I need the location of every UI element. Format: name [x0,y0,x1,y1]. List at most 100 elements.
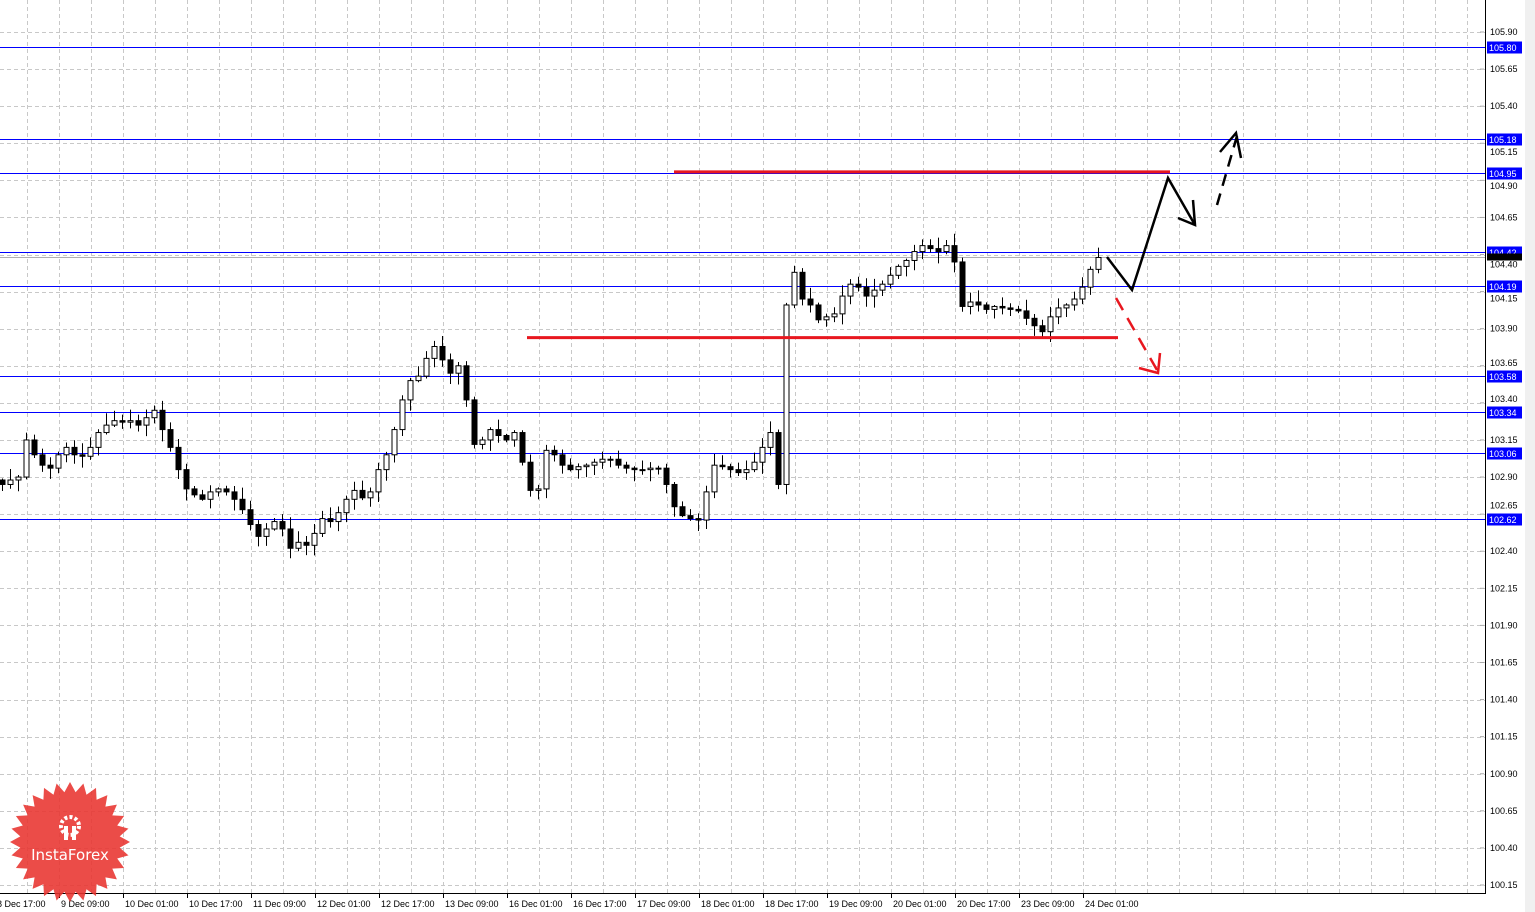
time-tick-label: 11 Dec 09:00 [253,899,306,909]
candle-bear [623,464,630,469]
level-label: 103.34 [1489,408,1517,418]
price-tick-label: 103.15 [1490,435,1518,445]
candle-bear [231,491,238,500]
price-tick-label: 103.40 [1490,394,1518,404]
price-tick-label: 102.40 [1490,546,1518,556]
level-label-bg [1487,133,1522,146]
candle-bull [23,439,30,478]
candle-bull [743,469,750,474]
candle-bear [223,488,230,493]
level-label: 104.19 [1489,282,1517,292]
candle-bear [863,286,870,297]
level-label-bg [1487,280,1522,293]
candle-bull [151,409,158,419]
candle-bull [415,375,422,382]
candle-bear [671,483,678,508]
price-tick-label: 103.90 [1490,324,1518,334]
candle-bull [7,479,14,485]
price-tick-label: 105.40 [1490,101,1518,111]
level-label-bg [1487,370,1522,383]
time-tick-label: 16 Dec 17:00 [573,899,627,909]
price-tick-label: 102.90 [1490,472,1518,482]
candle-bull [391,429,398,456]
candle-bear [79,454,86,457]
candle-bear [687,515,694,520]
candle-bull [1079,286,1086,300]
candle-bull [871,289,878,297]
right-margin [1525,0,1535,912]
candle-bull [847,283,854,297]
price-tick-label: 100.15 [1490,880,1518,890]
candle-bear [807,298,814,306]
candle-bull [271,521,278,530]
forecast-path-up [1106,174,1197,293]
candle-bear [855,283,862,288]
candle-bull [383,454,390,471]
time-tick-label: 9 Dec 09:00 [61,899,110,909]
candle-bear [695,518,702,521]
time-tick-label: 8 Dec 17:00 [0,899,46,909]
candle-bear [247,509,254,526]
candle-bull [319,518,326,534]
candle-bear [935,248,942,253]
gear-icon [59,815,81,840]
candle-bull [783,304,790,485]
candle-bull [767,432,774,448]
candle-bear [551,449,558,456]
candle-bear [191,488,198,496]
candle-bear [527,461,534,491]
candle-bull [343,498,350,514]
candle-bear [815,304,822,321]
candle-bear [495,429,502,437]
current-price-marker [1487,253,1522,261]
price-tick-label: 105.65 [1490,64,1518,74]
candle-bear [471,399,478,445]
candle-bull [1095,256,1102,270]
candle-bear [167,429,174,448]
candle-bear [1007,307,1014,310]
candle-bull [367,491,374,499]
time-tick-label: 16 Dec 01:00 [509,899,563,909]
price-tick-label: 101.90 [1490,620,1518,630]
candle-bull [751,461,758,471]
logo-badge [10,782,130,902]
candle-bear [519,432,526,463]
candle-bear [775,432,782,485]
price-tick-label: 104.65 [1490,212,1518,222]
candle-bull [903,259,910,267]
candle-bear [719,464,726,468]
candle-bull [1047,316,1054,333]
candle-bull [591,461,598,466]
candle-bull [1055,307,1062,318]
time-tick-label: 24 Dec 01:00 [1085,899,1139,909]
candle-bear [679,506,686,517]
time-tick-label: 23 Dec 09:00 [1021,899,1075,909]
forecast-path-down [1114,297,1159,371]
grid [0,0,1485,893]
time-tick-label: 18 Dec 01:00 [701,899,755,909]
candle-bull [127,420,134,423]
level-label-bg [1487,41,1522,54]
candle-bear [663,467,670,485]
candle-bull [487,429,494,441]
candle-bull [295,541,302,549]
candle-bear [303,541,310,546]
candle-bear [255,524,262,537]
candle-bear [559,454,566,466]
candle-bull [991,305,998,310]
candle-bull [879,283,886,291]
price-tick-label: 105.15 [1490,147,1518,157]
arrowhead [1138,352,1162,375]
candle-bull [967,301,974,307]
level-label: 103.06 [1489,449,1517,459]
candle-bear [1031,317,1038,327]
time-tick-label: 17 Dec 09:00 [637,899,691,909]
candle-bull [111,420,118,426]
candle-bull [911,251,918,261]
candle-bear [959,261,966,307]
candle-bear [447,359,454,374]
time-tick-label: 20 Dec 17:00 [957,899,1011,909]
candle-bear [975,301,982,306]
forecast-path-breakout [1215,135,1239,206]
candle-bear [71,446,78,456]
